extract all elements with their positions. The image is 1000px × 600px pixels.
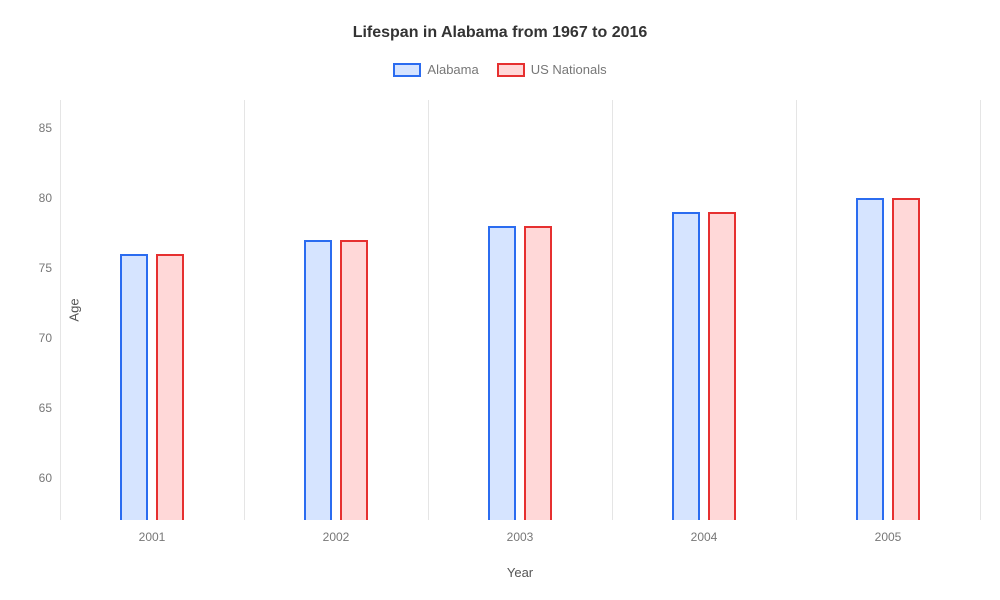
legend-swatch bbox=[497, 63, 525, 77]
y-tick-label: 65 bbox=[12, 401, 52, 415]
y-tick-label: 60 bbox=[12, 471, 52, 485]
bar bbox=[708, 212, 736, 520]
legend-swatch bbox=[393, 63, 421, 77]
bar bbox=[856, 198, 884, 520]
bar bbox=[120, 254, 148, 520]
gridline bbox=[796, 100, 797, 520]
x-tick-label: 2005 bbox=[875, 530, 902, 544]
bar bbox=[488, 226, 516, 520]
x-tick-label: 2002 bbox=[323, 530, 350, 544]
y-tick-label: 80 bbox=[12, 191, 52, 205]
bar bbox=[304, 240, 332, 520]
gridline bbox=[60, 100, 61, 520]
chart-container: Lifespan in Alabama from 1967 to 2016 Al… bbox=[0, 0, 1000, 600]
bar bbox=[672, 212, 700, 520]
bar bbox=[340, 240, 368, 520]
gridline bbox=[980, 100, 981, 520]
legend-label: Alabama bbox=[427, 62, 478, 77]
x-tick-label: 2004 bbox=[691, 530, 718, 544]
chart-title: Lifespan in Alabama from 1967 to 2016 bbox=[0, 24, 1000, 42]
legend-item: US Nationals bbox=[497, 62, 607, 77]
x-tick-label: 2001 bbox=[139, 530, 166, 544]
y-tick-label: 85 bbox=[12, 121, 52, 135]
legend-label: US Nationals bbox=[531, 62, 607, 77]
plot-area: Age 60657075808520012002200320042005 bbox=[60, 100, 980, 520]
x-tick-label: 2003 bbox=[507, 530, 534, 544]
bar bbox=[892, 198, 920, 520]
gridline bbox=[612, 100, 613, 520]
bar bbox=[524, 226, 552, 520]
y-tick-label: 75 bbox=[12, 261, 52, 275]
x-axis-label: Year bbox=[507, 565, 533, 580]
bar bbox=[156, 254, 184, 520]
gridline bbox=[428, 100, 429, 520]
y-tick-label: 70 bbox=[12, 331, 52, 345]
y-axis-label: Age bbox=[67, 298, 82, 321]
gridline bbox=[244, 100, 245, 520]
legend-item: Alabama bbox=[393, 62, 478, 77]
legend: Alabama US Nationals bbox=[0, 62, 1000, 77]
